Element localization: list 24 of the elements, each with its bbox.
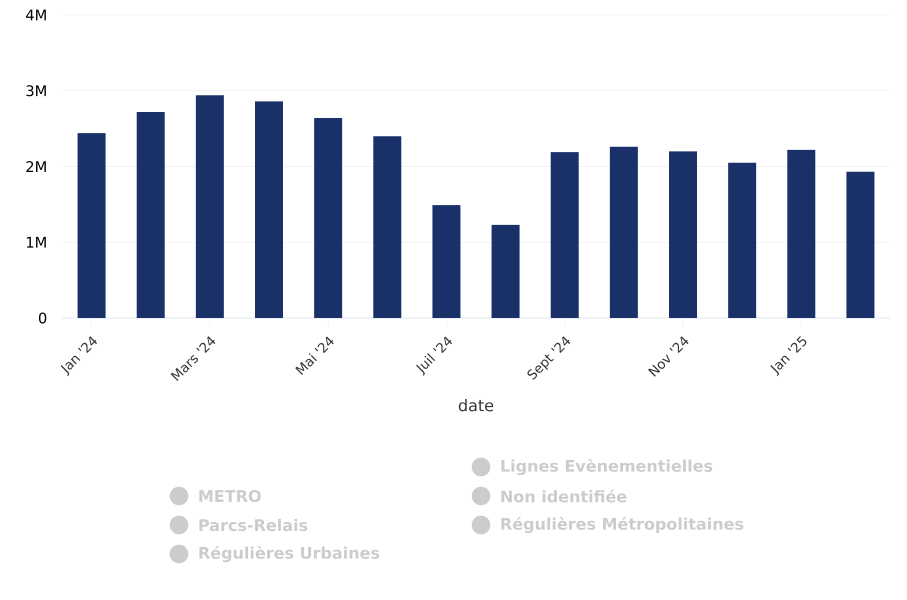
x-tick-label: Jan '25: [770, 336, 806, 376]
bar: [610, 146, 638, 318]
bar: [728, 162, 756, 318]
bar: [255, 101, 283, 318]
bar: [136, 112, 165, 318]
y-tick-label: 3M: [26, 85, 46, 96]
bar: [432, 205, 460, 318]
y-tick-label: 2M: [26, 161, 46, 172]
bar: [787, 150, 816, 318]
bar: [846, 172, 874, 318]
x-tick-label: Nov '24: [648, 336, 688, 377]
y-tick-label: 0: [38, 312, 46, 324]
x-tick-label: Jan '24: [60, 336, 98, 376]
bar: [550, 152, 579, 318]
x-tick-label: Mai '24: [295, 336, 334, 375]
y-tick-label: 4M: [26, 10, 46, 20]
y-tick-label: 1M: [26, 236, 46, 248]
x-axis-title: date: [458, 399, 494, 412]
bar: [78, 133, 106, 318]
bar: [492, 224, 520, 318]
bar: [373, 136, 402, 318]
bar: [669, 151, 698, 318]
bar: [314, 118, 342, 318]
bar: [196, 95, 224, 318]
